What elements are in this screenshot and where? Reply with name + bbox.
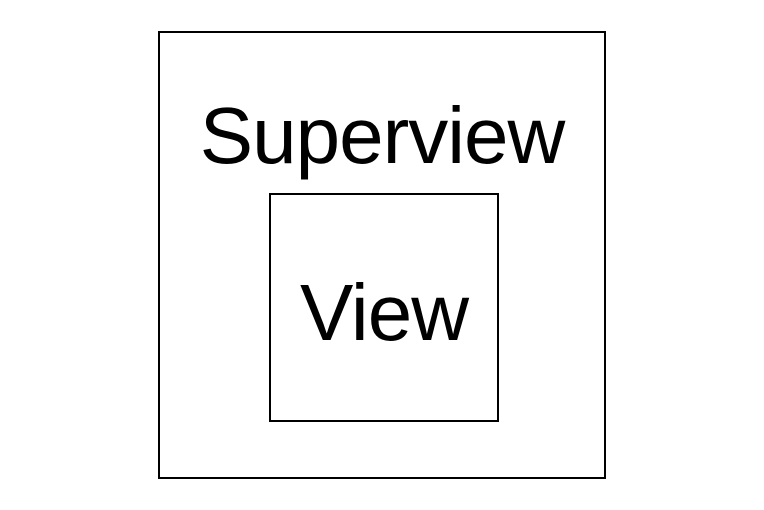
view-label: View [300,268,469,357]
superview-box: Superview View [158,31,606,479]
superview-label: Superview [199,91,566,180]
view-box: View [269,193,499,422]
